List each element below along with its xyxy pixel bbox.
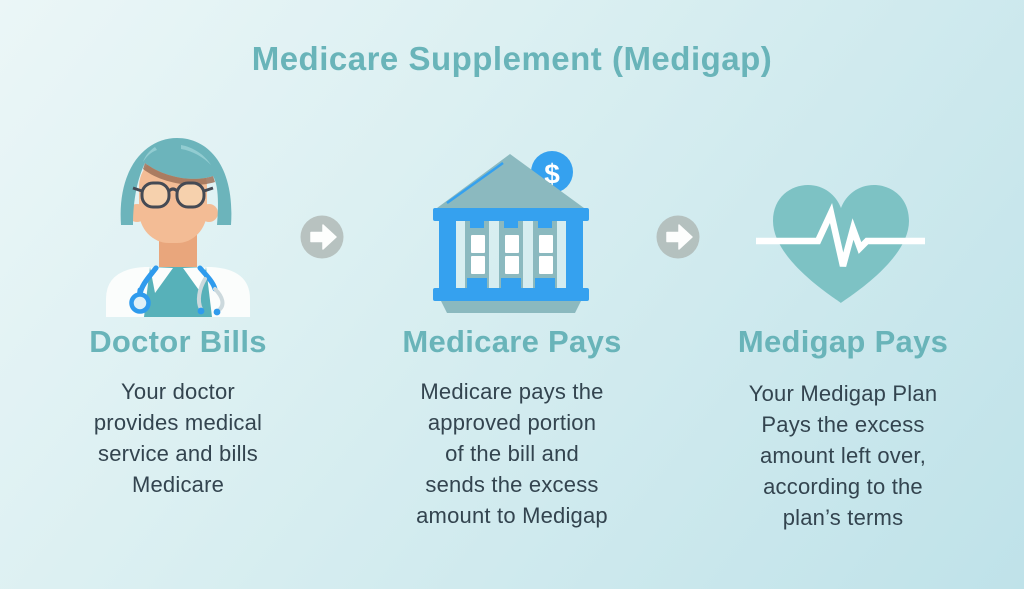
bank-foundation bbox=[441, 301, 581, 313]
bank-roof-edge bbox=[446, 161, 504, 205]
arrow-right-icon bbox=[300, 215, 344, 259]
doctor-collar-left bbox=[150, 267, 173, 293]
column-heading-doctor-bills: Doctor Bills bbox=[89, 324, 267, 359]
bank-dollar-icon: $ bbox=[433, 151, 589, 313]
doctor-hair-highlight bbox=[181, 145, 211, 165]
bank-columns bbox=[465, 221, 557, 288]
doctor-hair-shadow bbox=[143, 163, 215, 185]
doctor-hair-highlight-2 bbox=[143, 147, 157, 162]
bank-pylon-right bbox=[566, 221, 583, 288]
pulse-line bbox=[756, 202, 925, 267]
column-body-doctor-bills: Your doctor provides medical service and… bbox=[93, 379, 263, 497]
column-body-medigap-pays: Your Medigap Plan Pays the excess amount… bbox=[748, 381, 938, 530]
bank-entablature bbox=[433, 208, 589, 221]
page-title: Medicare Supplement (Medigap) bbox=[251, 40, 773, 77]
doctor-glasses bbox=[132, 181, 214, 209]
column-body-medicare-pays: Medicare pays the approved portion of th… bbox=[416, 379, 608, 528]
bank-step bbox=[433, 288, 589, 301]
arrow-right-icon bbox=[656, 215, 700, 259]
column-heading-medigap-pays: Medigap Pays bbox=[737, 324, 949, 359]
column-heading-medicare-pays: Medicare Pays bbox=[402, 324, 622, 359]
bank-pylon-left bbox=[439, 221, 456, 288]
stethoscope-icon bbox=[129, 265, 225, 316]
doctor-hair bbox=[120, 138, 232, 225]
bank-roof bbox=[437, 154, 584, 208]
svg-text:$: $ bbox=[544, 159, 560, 190]
heart-pulse-icon bbox=[756, 185, 925, 303]
doctor-icon bbox=[106, 138, 250, 317]
